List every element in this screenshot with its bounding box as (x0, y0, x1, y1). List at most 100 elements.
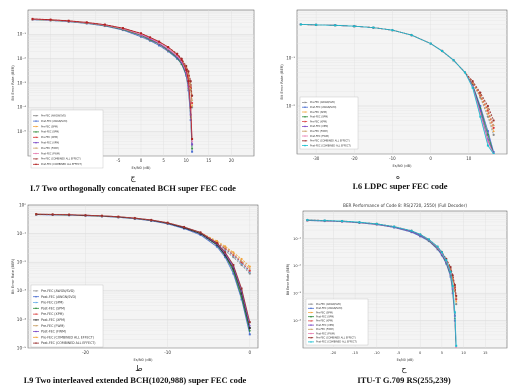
chart-panel-bch-orthogonal: -20-15-10-50510152010⁻¹10⁻²10⁻³10⁻⁴10⁻⁵E… (2, 2, 264, 172)
data-point (455, 353, 457, 356)
legend-label: Pre-FEC (COMBINED ALL EFFECT) (316, 337, 356, 340)
data-point (190, 140, 194, 143)
data-point (121, 27, 124, 30)
data-point (455, 355, 457, 357)
legend-marker (310, 336, 312, 339)
data-point (224, 256, 227, 259)
y-tick-label: 10⁰ (19, 202, 26, 207)
data-point (224, 245, 227, 248)
legend-marker (310, 328, 312, 331)
panel-letter: ط (135, 364, 143, 373)
data-point (391, 29, 394, 32)
legend-label: Post-FEC (COMBINED ALL EFFECT) (41, 341, 95, 345)
legend-label: Post-FEC (COMBINED ALL EFFECT) (316, 341, 357, 344)
y-tick-label: 10⁻¹ (17, 32, 26, 37)
legend-marker (35, 319, 37, 321)
series-line (307, 219, 457, 346)
data-point (180, 58, 183, 61)
legend-label: Post-FEC (XPM) (41, 142, 59, 145)
data-point (429, 42, 432, 45)
data-point (85, 21, 88, 24)
y-tick-label: 10⁻¹ (17, 231, 27, 236)
ber-chart: -20 -15 -10 -5 0 5 10 15 10⁻¹ 10⁻² 10⁻³ 10⁻⁴ Es/N0 (… (286, 203, 508, 362)
figure-caption: I.9 Two interleaved extended BCH(1020,98… (23, 375, 247, 385)
data-point (176, 53, 179, 56)
legend-marker (35, 125, 37, 128)
data-point (248, 327, 251, 330)
x-tick-label: -20 (330, 351, 337, 355)
chart-panel-ldpc: -30 -20 -10 0 10 10⁻¹ 10⁻² Es/N0 (dB) Bit Error … (271, 2, 527, 170)
legend-label: Pre-FEC (COMBINED ALL EFFECT) (310, 140, 350, 143)
data-point (240, 287, 243, 290)
data-point (84, 214, 87, 217)
data-point (492, 133, 495, 136)
data-point (190, 101, 194, 105)
data-point (232, 272, 235, 275)
legend-marker (35, 342, 37, 344)
data-point (471, 80, 474, 83)
data-point (167, 46, 170, 49)
data-point (486, 133, 490, 137)
data-point (166, 221, 169, 224)
data-point (436, 245, 439, 248)
legend-marker (35, 136, 37, 139)
series-line (36, 213, 251, 323)
legend-label: Post-FEC (AWGN/SVD) (41, 120, 67, 123)
data-point (248, 265, 251, 268)
x-tick-label: 0 (248, 350, 251, 355)
data-point (215, 241, 218, 244)
data-point (492, 119, 495, 122)
x-tick-label: 5 (162, 158, 165, 163)
legend-label: Post-FEC (SPM) (310, 116, 328, 119)
data-point (248, 270, 251, 274)
y-tick-label: 10⁻¹ (293, 237, 301, 241)
legend-marker (35, 307, 37, 310)
legend-label: Post-FEC (XPM) (316, 324, 334, 327)
legend-marker (35, 324, 37, 327)
x-tick-label: -20 (82, 350, 89, 355)
data-point (68, 213, 71, 216)
data-point (410, 34, 413, 37)
data-point (449, 265, 452, 269)
legend-label: Pre-FEC (AWGN/SVD) (310, 101, 335, 104)
data-point (410, 229, 413, 232)
x-axis-label: Es/N0 (dB) (133, 358, 153, 362)
legend-marker (304, 120, 306, 123)
data-point (190, 94, 194, 97)
data-point (486, 144, 489, 147)
data-point (190, 104, 194, 107)
legend-marker (35, 330, 37, 333)
panel-letter: ح (401, 364, 407, 373)
legend-label: Pre-FEC (AWGN/SVD) (41, 289, 75, 293)
chart-title: BER Performance of Code 8: RS(2720, 2550… (343, 203, 467, 208)
legend-label: Pre-FEC (XPM) (310, 120, 327, 123)
data-point (199, 233, 202, 236)
data-point (440, 251, 443, 254)
data-point (419, 233, 422, 236)
data-point (455, 350, 457, 352)
legend-label: Post-FEC (SPM) (316, 316, 334, 319)
y-tick-label: 10⁻³ (293, 292, 301, 296)
data-point (453, 283, 457, 287)
data-point (190, 98, 194, 101)
legend-box (305, 298, 369, 346)
data-point (189, 79, 192, 83)
data-point (191, 137, 194, 140)
legend-marker (304, 106, 306, 108)
ber-chart: -20-15-10-50510152010⁻¹10⁻²10⁻³10⁻⁴10⁻⁵E… (11, 9, 255, 170)
legend-marker (35, 301, 37, 304)
data-point (353, 25, 356, 28)
legend-label: Post-FEC (XPM) (41, 318, 65, 322)
data-point (341, 220, 344, 223)
data-point (240, 257, 243, 261)
data-point (479, 105, 482, 107)
data-point (240, 292, 243, 295)
data-point (187, 70, 190, 73)
y-tick-label: 10⁻² (17, 260, 27, 265)
data-point (464, 71, 466, 74)
data-point (51, 213, 54, 216)
y-tick-label: 10⁻⁵ (17, 345, 27, 350)
legend-marker (35, 313, 37, 315)
data-point (248, 329, 251, 333)
data-point (492, 126, 495, 129)
